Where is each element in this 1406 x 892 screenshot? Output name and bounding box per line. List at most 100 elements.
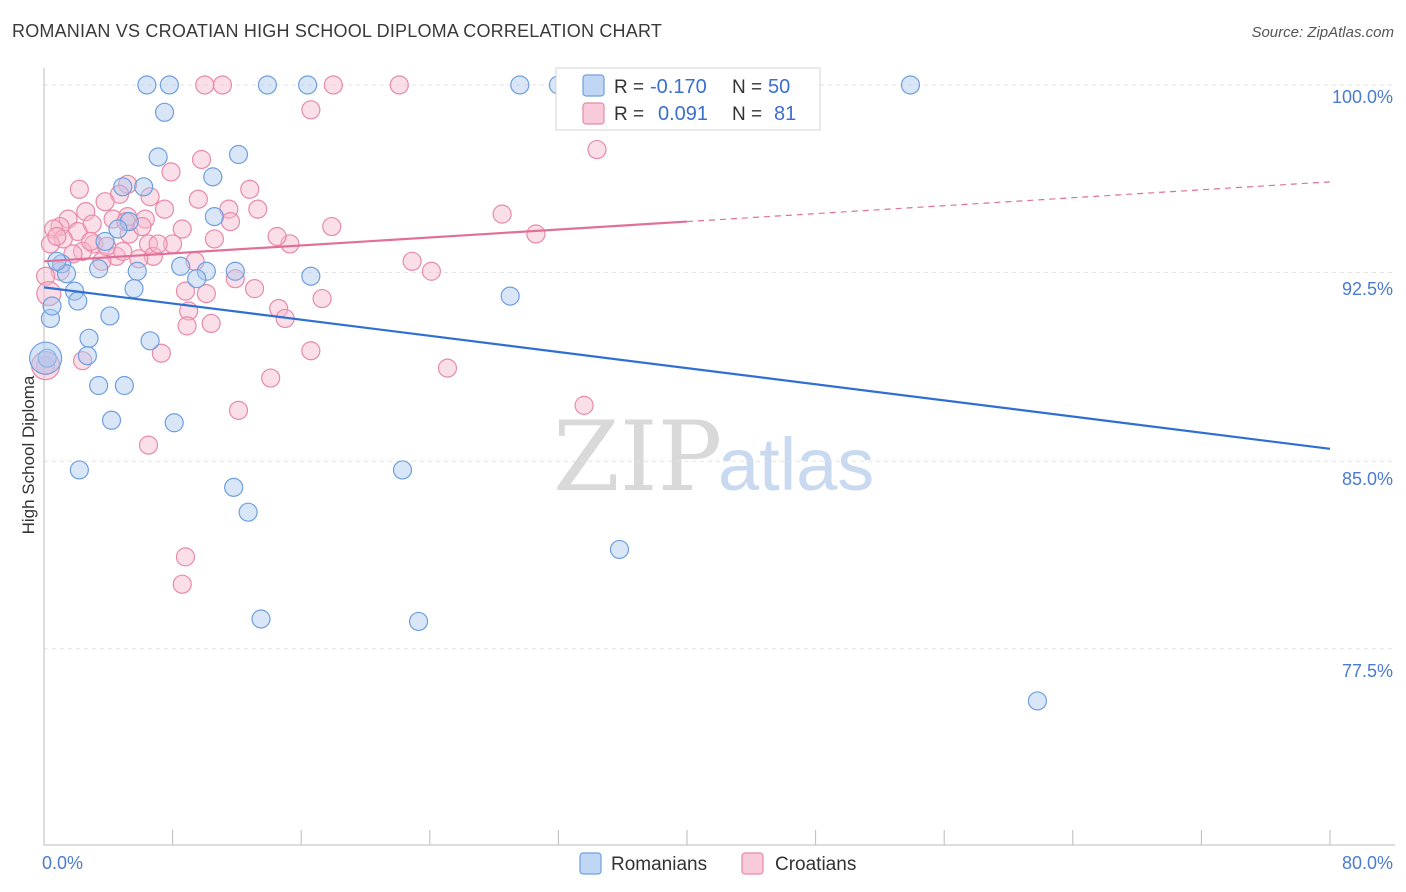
croatians-point — [154, 199, 175, 219]
croatians-point — [244, 279, 265, 299]
croatians-point — [138, 435, 159, 455]
croatians-point — [140, 187, 160, 207]
x-tick-label: 0.0% — [42, 853, 83, 873]
croatians-point — [175, 281, 196, 301]
romanians-legend-swatch — [582, 74, 605, 97]
grid-lines — [44, 84, 1395, 650]
x-tick-label: 80.0% — [1342, 853, 1393, 873]
romanians-point — [228, 144, 249, 165]
croatians-point — [148, 234, 168, 254]
trend-lines — [43, 181, 1331, 450]
romanians-point — [100, 306, 120, 326]
bottom-legend-croatians-label: Croatians — [775, 854, 856, 875]
croatians-point — [201, 313, 221, 334]
croatians-trend-line-extension — [686, 181, 1331, 223]
romanians-point — [113, 177, 133, 197]
x-tick-labels: 0.0% 80.0% — [42, 853, 1393, 873]
croatians-point — [175, 547, 196, 567]
romanians-point — [187, 269, 207, 289]
watermark-atlas: atlas — [718, 423, 874, 506]
romanians-point — [224, 477, 244, 497]
romanians-point — [225, 261, 245, 281]
croatians-point — [312, 288, 332, 309]
romanians-point — [119, 211, 139, 232]
croatians-point — [195, 75, 215, 95]
croatians-point — [188, 189, 208, 209]
croatians-point — [492, 204, 512, 224]
croatians-n-value: 81 — [774, 103, 796, 125]
croatians-point — [204, 229, 224, 249]
croatians-point — [143, 246, 163, 266]
croatians-point — [138, 234, 159, 254]
watermark-zip: ZIP — [553, 401, 722, 513]
croatians-n-label: N = — [732, 104, 762, 125]
romanians-point — [900, 75, 921, 95]
romanians-point — [203, 167, 223, 187]
axes — [43, 68, 1395, 846]
bottom-legend-romanians-label: Romanians — [611, 854, 707, 875]
croatians-point — [212, 75, 233, 95]
croatians-point — [225, 269, 245, 289]
croatians-point — [172, 219, 192, 239]
romanians-point — [69, 460, 89, 480]
stats-legend: R = -0.170 N = 50 R = 0.091 N = 81 — [555, 67, 821, 131]
croatians-point — [196, 284, 216, 304]
croatians-point — [81, 231, 101, 252]
romanians-point — [1027, 691, 1048, 711]
source-label: Source: ZipAtlas.com — [1251, 24, 1394, 41]
y-axis-label: High School Diploma — [19, 375, 38, 534]
romanians-r-value: -0.170 — [650, 76, 707, 98]
croatians-point — [228, 400, 249, 420]
croatians-point — [322, 216, 342, 237]
croatians-point — [421, 261, 442, 281]
croatians-point — [161, 162, 181, 182]
romanians-point — [154, 102, 175, 122]
romanians-r-label: R = — [614, 77, 644, 98]
croatians-point — [220, 211, 241, 232]
romanians-point — [609, 539, 630, 560]
romanians-point — [114, 375, 134, 396]
croatians-points — [31, 75, 663, 594]
bottom-legend: Romanians Croatians — [579, 852, 856, 875]
croatians-point — [76, 202, 96, 222]
romanians-point — [510, 75, 530, 95]
romanians-point — [251, 609, 271, 629]
romanians-point — [89, 375, 109, 396]
y-tick-label: 92.5% — [1342, 279, 1393, 299]
romanians-point — [89, 259, 109, 279]
croatians-point — [177, 316, 197, 336]
romanians-point — [127, 261, 147, 281]
romanians-point — [171, 256, 191, 276]
croatians-point — [402, 251, 422, 271]
croatians-point — [172, 574, 192, 594]
romanians-point — [298, 75, 318, 95]
romanians-point-large — [29, 341, 63, 375]
romanians-point — [148, 147, 168, 167]
croatians-point — [267, 226, 287, 247]
romanians-point — [408, 611, 429, 632]
y-tick-label: 85.0% — [1342, 469, 1393, 489]
croatians-point — [95, 192, 115, 212]
croatians-point — [69, 179, 89, 199]
croatians-point — [191, 149, 212, 170]
romanians-point — [392, 460, 413, 480]
y-tick-label: 77.5% — [1342, 661, 1393, 681]
romanians-point — [204, 207, 224, 227]
romanians-point — [77, 346, 98, 366]
croatians-r-value: 0.091 — [658, 103, 708, 125]
romanians-trend-line — [43, 286, 1331, 450]
croatians-r-label: R = — [614, 104, 644, 125]
croatians-point — [301, 100, 321, 120]
chart-title: ROMANIAN VS CROATIAN HIGH SCHOOL DIPLOMA… — [12, 21, 663, 41]
croatians-point — [261, 368, 281, 388]
romanians-point — [238, 502, 258, 522]
romanians-point — [257, 75, 278, 95]
croatians-point — [47, 226, 67, 247]
romanians-point — [134, 177, 154, 197]
croatians-point — [323, 75, 343, 95]
romanians-point — [68, 291, 88, 311]
croatians-point — [301, 341, 321, 361]
bottom-legend-romanians-swatch — [579, 852, 602, 875]
croatians-point — [248, 199, 268, 219]
croatians-legend-swatch — [582, 102, 605, 125]
